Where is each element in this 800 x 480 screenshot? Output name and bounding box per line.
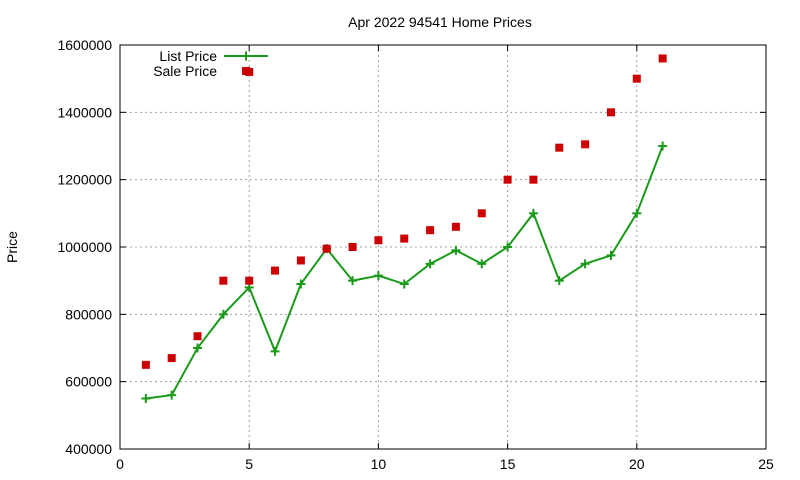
sale-price-point xyxy=(296,256,305,265)
list-price-point xyxy=(373,271,383,281)
list-price-point xyxy=(477,259,487,269)
y-tick-label: 800000 xyxy=(65,306,112,322)
list-price-point xyxy=(167,390,177,400)
sale-price-point xyxy=(555,143,564,152)
list-price-point xyxy=(451,245,461,255)
y-axis-label: Price xyxy=(4,231,20,263)
series-sale-price xyxy=(141,54,667,369)
list-price-point xyxy=(270,346,280,356)
sale-price-point xyxy=(606,108,615,117)
sale-price-point xyxy=(219,276,228,285)
list-price-point xyxy=(528,208,538,218)
sale-price-point xyxy=(503,175,512,184)
list-price-point xyxy=(399,279,409,289)
sale-price-point xyxy=(271,266,280,275)
sale-price-point xyxy=(374,236,383,245)
list-price-point xyxy=(503,242,513,252)
x-tick-label: 0 xyxy=(116,456,124,472)
list-price-point xyxy=(218,309,228,319)
sale-price-point xyxy=(451,222,460,231)
list-price-point xyxy=(348,276,358,286)
chart-title: Apr 2022 94541 Home Prices xyxy=(348,14,532,30)
sale-price-point xyxy=(581,140,590,149)
sale-price-point xyxy=(632,74,641,83)
series-list-price xyxy=(141,141,668,403)
legend-square-swatch xyxy=(242,67,250,75)
sale-price-point xyxy=(426,226,435,235)
list-price-point xyxy=(580,259,590,269)
plot-area xyxy=(141,54,668,403)
list-price-point xyxy=(425,259,435,269)
grid-lines xyxy=(120,45,766,449)
sale-price-point xyxy=(400,234,409,243)
list-price-point xyxy=(554,276,564,286)
x-tick-label: 25 xyxy=(758,456,774,472)
sale-price-point xyxy=(477,209,486,218)
sale-price-point xyxy=(529,175,538,184)
x-tick-label: 5 xyxy=(245,456,253,472)
x-tick-label: 10 xyxy=(371,456,387,472)
y-tick-label: 600000 xyxy=(65,374,112,390)
sale-price-point xyxy=(193,332,202,341)
legend-label: List Price xyxy=(159,48,217,64)
y-tick-label: 1000000 xyxy=(57,239,112,255)
sale-price-point xyxy=(348,243,357,251)
sale-price-point xyxy=(167,354,176,363)
sale-price-point xyxy=(245,276,254,285)
x-tick-label: 20 xyxy=(629,456,645,472)
list-price-point xyxy=(606,250,616,260)
list-price-line xyxy=(145,145,664,400)
list-price-point xyxy=(193,343,203,353)
list-price-point xyxy=(141,394,151,403)
list-price-point xyxy=(658,141,668,151)
legend-plus-swatch xyxy=(241,51,251,61)
sale-price-point xyxy=(322,244,331,253)
x-tick-label: 15 xyxy=(500,456,516,472)
y-tick-label: 1600000 xyxy=(57,37,112,53)
list-price-point xyxy=(296,279,306,289)
list-price-point xyxy=(632,208,642,218)
y-tick-label: 1200000 xyxy=(57,172,112,188)
axis-ticks: 0 5 10 15 20 25 400000 600000 800000 1000000 12000… xyxy=(57,37,774,472)
sale-price-point xyxy=(141,360,150,369)
y-tick-label: 1400000 xyxy=(57,104,112,120)
plot-frame xyxy=(119,44,767,450)
legend-label: Sale Price xyxy=(153,63,217,79)
sale-price-point xyxy=(658,54,667,63)
y-tick-label: 400000 xyxy=(65,441,112,457)
